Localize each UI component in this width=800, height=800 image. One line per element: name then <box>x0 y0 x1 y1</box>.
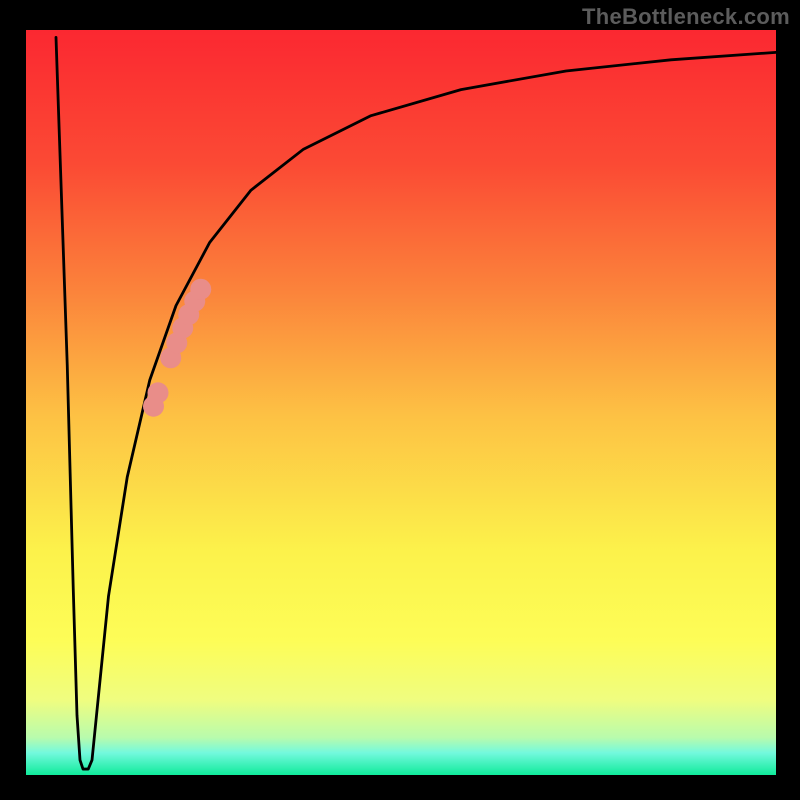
watermark-label: TheBottleneck.com <box>582 4 790 30</box>
bottleneck-chart <box>0 0 800 800</box>
chart-container: TheBottleneck.com <box>0 0 800 800</box>
highlight-marker <box>190 279 211 300</box>
highlight-marker <box>148 382 169 403</box>
plot-area <box>26 30 776 775</box>
